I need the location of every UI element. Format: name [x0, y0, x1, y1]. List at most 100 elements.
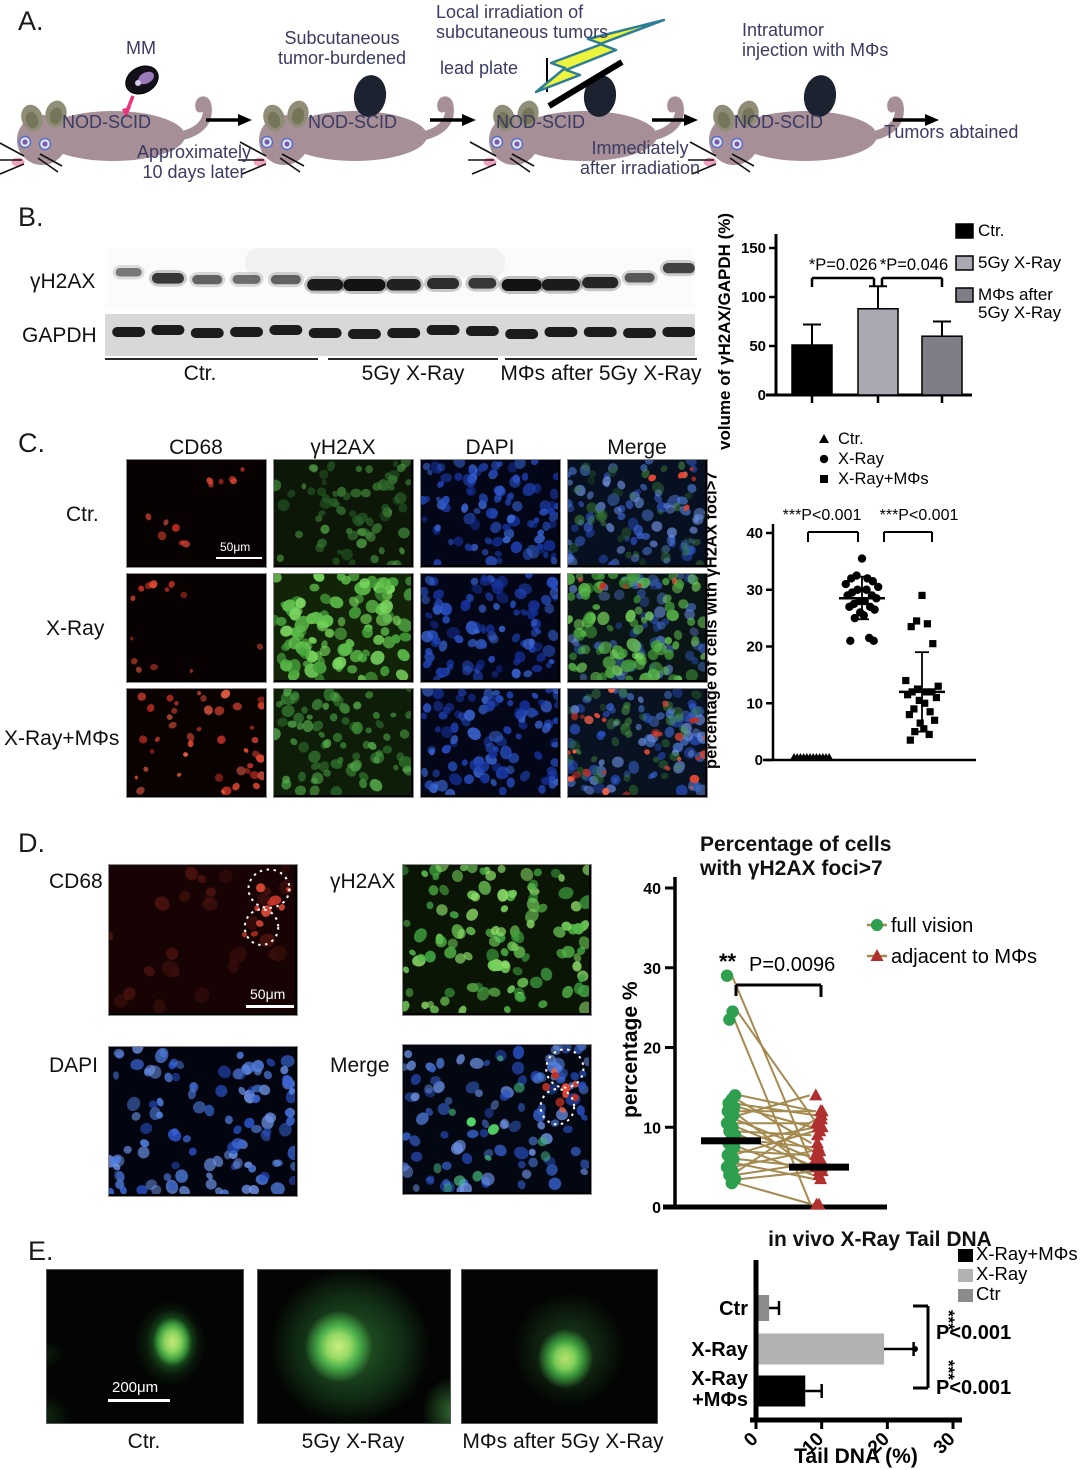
- svg-text:***P<0.001: ***P<0.001: [880, 507, 959, 524]
- svg-text:X-Ray+MΦs: X-Ray+MΦs: [976, 1243, 1078, 1264]
- col-header-cd68: CD68: [169, 436, 223, 459]
- scalebar-d-text: 50μm: [250, 986, 286, 1002]
- mouse-art: [238, 75, 454, 175]
- micrograph-ctr-merge: [567, 459, 708, 568]
- comet-caption-mphi: MΦs after 5Gy X-Ray: [462, 1430, 664, 1453]
- comet-xray: [257, 1269, 451, 1424]
- micrograph-d-h2ax: [402, 864, 592, 1016]
- scalebar-c-text: 50μm: [220, 540, 251, 554]
- svg-text:X-Ray: X-Ray: [976, 1263, 1028, 1284]
- svg-text:100: 100: [741, 289, 766, 306]
- svg-text:Tail DNA (%): Tail DNA (%): [794, 1445, 918, 1468]
- svg-text:*P=0.026: *P=0.026: [809, 256, 877, 274]
- step3-caption: Immediately after irradiation: [579, 138, 701, 179]
- svg-text:X-Ray: X-Ray: [691, 1339, 749, 1361]
- row-label-ctr: Ctr.: [66, 503, 99, 526]
- blot-row-h2ax-label: γH2AX: [30, 270, 96, 293]
- micrograph-ctr-cd68: [126, 459, 267, 568]
- svg-text:adjacent to MΦs: adjacent to MΦs: [891, 946, 1037, 968]
- svg-text:0: 0: [740, 1429, 762, 1451]
- svg-text:***: ***: [939, 1310, 958, 1330]
- svg-text:10: 10: [643, 1120, 661, 1137]
- panel-b-label: B.: [18, 202, 44, 232]
- mouse-art: [468, 59, 684, 175]
- step4-title: Intratumor injection with MΦs: [742, 20, 889, 61]
- final-caption: Tumors abtained: [884, 122, 1019, 142]
- micrograph-xray-mphi-h2ax: [273, 688, 414, 798]
- svg-text:Ctr: Ctr: [719, 1298, 748, 1320]
- svg-text:P=0.0096: P=0.0096: [749, 954, 835, 976]
- step3-title: Local irradiation of subcutaneous tumors: [436, 2, 609, 43]
- mouse-2-label: NOD-SCID: [308, 112, 397, 132]
- lead-plate-label: lead plate: [440, 58, 519, 78]
- blot-row-gapdh-label: GAPDH: [22, 324, 97, 347]
- svg-text:**: **: [719, 949, 737, 974]
- row-label-xray-mphi: X-Ray+MΦs: [4, 727, 120, 750]
- mouse-1-label: NOD-SCID: [62, 112, 151, 132]
- micrograph-xray-mphi-merge: [567, 688, 708, 798]
- svg-text:40: 40: [746, 525, 763, 542]
- svg-text:0: 0: [755, 752, 763, 769]
- mouse-4-label: NOD-SCID: [734, 112, 823, 132]
- scalebar-e-text: 200μm: [112, 1379, 159, 1396]
- svg-text:50: 50: [749, 338, 766, 355]
- svg-text:5Gy X-Ray: 5Gy X-Ray: [978, 253, 1062, 272]
- svg-text:30: 30: [930, 1429, 960, 1459]
- svg-text:20: 20: [643, 1041, 661, 1058]
- micrograph-d-merge: [402, 1044, 592, 1195]
- experiment-schematic: [0, 18, 939, 175]
- micrograph-d-dapi: [108, 1046, 298, 1197]
- svg-text:40: 40: [643, 881, 661, 898]
- row-label-xray: X-Ray: [46, 617, 105, 640]
- svg-text:Ctr: Ctr: [976, 1283, 1001, 1304]
- panel-d-label: D.: [18, 828, 45, 858]
- comet-caption-ctr: Ctr.: [127, 1430, 161, 1453]
- comet-caption-xray: 5Gy X-Ray: [301, 1430, 405, 1453]
- mouse-art: [0, 96, 212, 175]
- chart-e-title: in vivo X-Ray Tail DNA: [768, 1228, 992, 1251]
- svg-text:P<0.001: P<0.001: [936, 1322, 1011, 1344]
- svg-text:0: 0: [758, 387, 766, 404]
- svg-text:X-Ray+MΦs: X-Ray+MΦs: [838, 470, 929, 488]
- svg-text:*P=0.046: *P=0.046: [880, 256, 948, 274]
- svg-text:30: 30: [643, 961, 661, 978]
- svg-text:150: 150: [741, 240, 766, 257]
- d-label-dapi: DAPI: [49, 1054, 99, 1077]
- svg-text:X-Ray: X-Ray: [838, 450, 885, 468]
- step2-title: Subcutaneous tumor-burdened: [277, 28, 407, 69]
- chart-b-bar: 0 50 100 150 *P=0.026 *P=0.046 Ctr. 5Gy X-Ray MΦ…: [741, 221, 1062, 404]
- micrograph-xray-mphi-cd68: [126, 688, 267, 798]
- group-underline: [105, 358, 318, 360]
- group-underline: [505, 358, 697, 360]
- panel-c-label: C.: [18, 428, 45, 458]
- svg-text:MΦs after: MΦs after: [978, 285, 1053, 304]
- chart-d-title: Percentage of cells with γH2AX foci>7: [700, 833, 892, 880]
- svg-text:X-Ray: X-Ray: [691, 1368, 749, 1390]
- d-label-cd68: CD68: [49, 870, 103, 893]
- mouse-3-label: NOD-SCID: [496, 112, 585, 132]
- micrograph-xray-mphi-dapi: [420, 688, 561, 798]
- col-header-h2ax: γH2AX: [310, 436, 376, 459]
- comet-xray-mphi: [461, 1269, 658, 1424]
- svg-text:20: 20: [746, 639, 763, 656]
- micrograph-xray-cd68: [126, 573, 267, 683]
- col-header-dapi: DAPI: [465, 436, 515, 459]
- svg-text:0: 0: [652, 1200, 661, 1217]
- western-blot-h2ax: [105, 248, 695, 310]
- blot-group-ctr: Ctr.: [183, 362, 217, 385]
- chart-d-paired: 0 10 20 30 40 ** P=0.0096 full vision adjacent t…: [643, 877, 1037, 1217]
- svg-text:+MΦs: +MΦs: [692, 1389, 748, 1411]
- svg-text:Ctr.: Ctr.: [978, 221, 1004, 240]
- mm-cell-label: MM: [126, 38, 156, 58]
- col-header-merge: Merge: [607, 436, 667, 459]
- svg-text:full vision: full vision: [891, 915, 973, 937]
- micrograph-ctr-dapi: [420, 459, 561, 568]
- d-label-h2ax: γH2AX: [330, 870, 396, 893]
- svg-text:10: 10: [746, 695, 763, 712]
- chart-c-scatter: 0 10 20 30 40 ***P<0.001 ***P<0.001 Ctr. X-Ray X-…: [746, 430, 976, 769]
- blot-group-xray: 5Gy X-Ray: [361, 362, 465, 385]
- micrograph-xray-h2ax: [273, 573, 414, 683]
- panel-a-label: A.: [18, 6, 44, 36]
